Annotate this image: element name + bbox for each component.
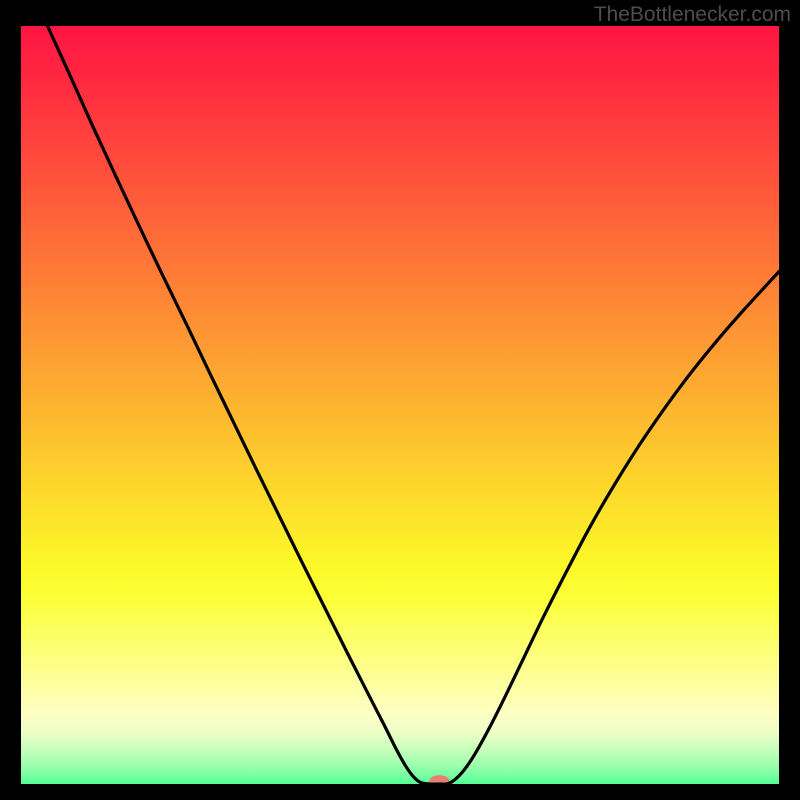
plot-area	[21, 26, 779, 784]
attribution-text: TheBottlenecker.com	[594, 3, 791, 27]
bottleneck-curve	[48, 26, 779, 784]
stage: TheBottlenecker.com	[0, 0, 800, 800]
chart-svg	[21, 26, 779, 784]
